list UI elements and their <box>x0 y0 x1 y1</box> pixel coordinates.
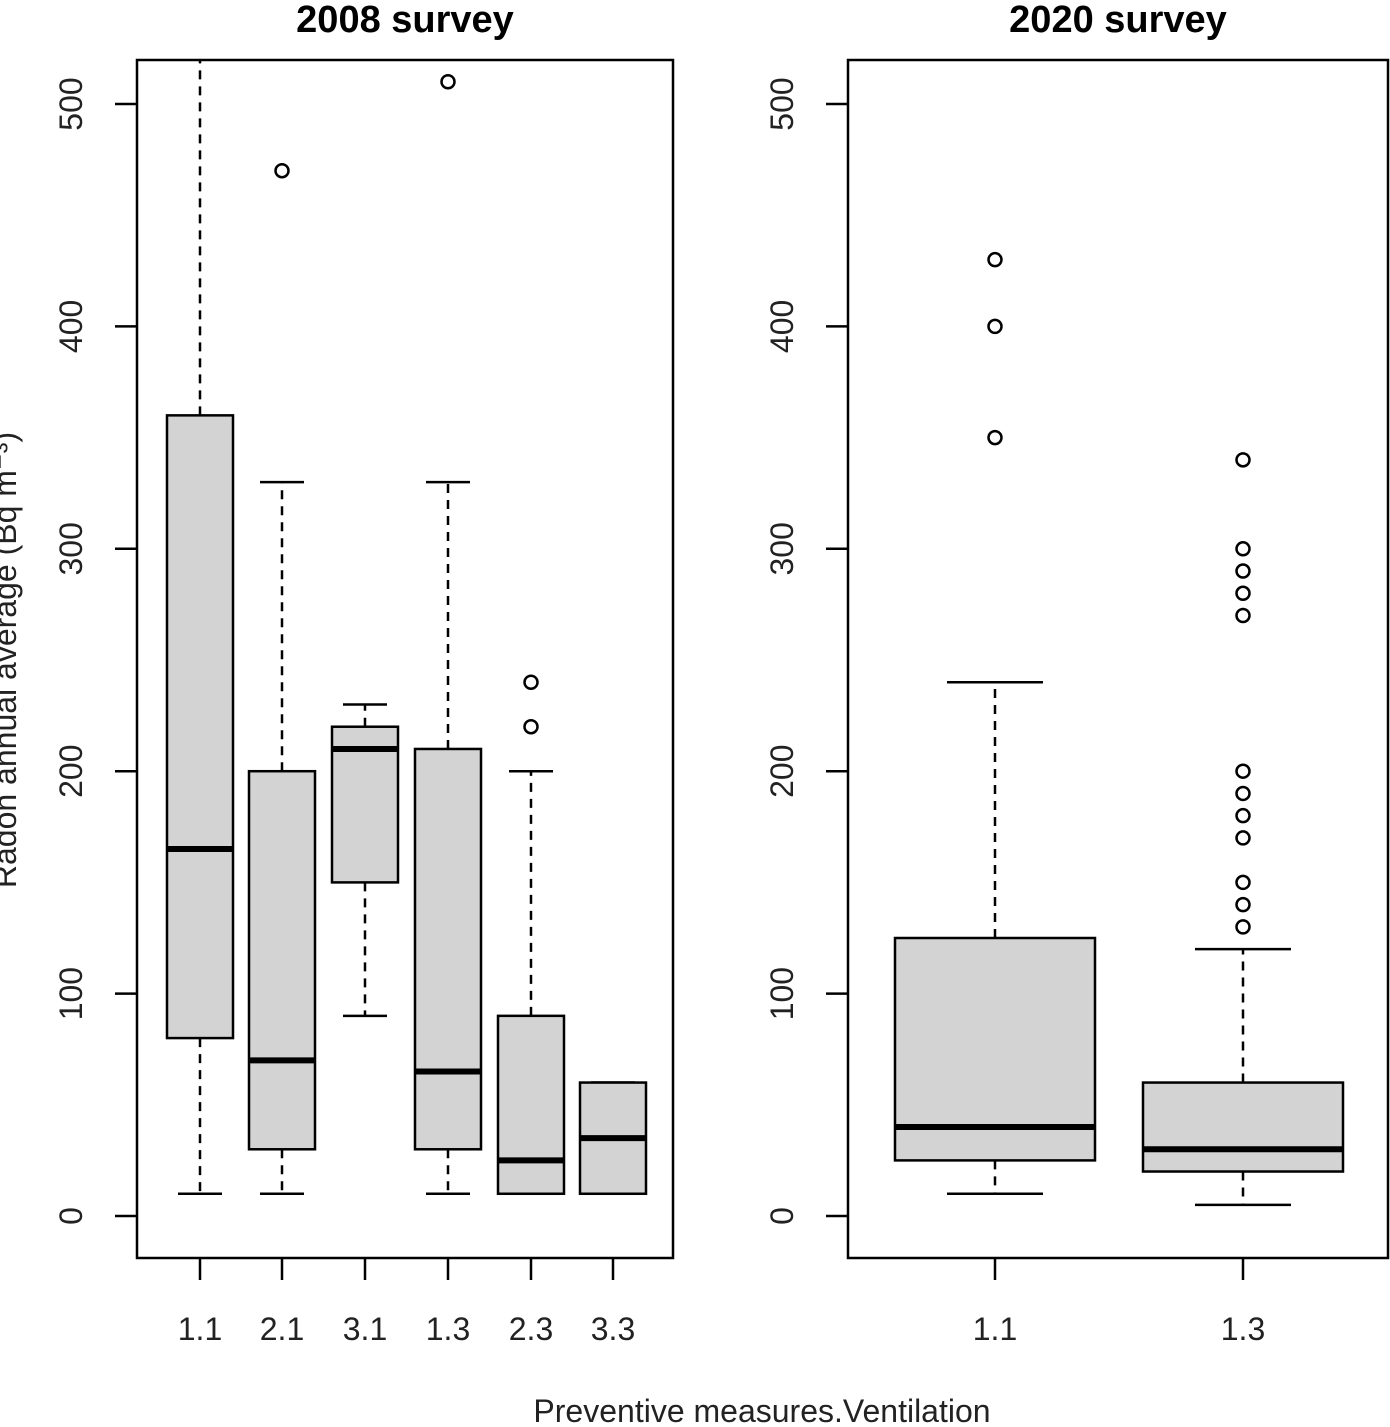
outlier-point <box>1235 563 1251 579</box>
x-tick-label: 1.1 <box>178 1311 222 1347</box>
box-group-1.3 <box>413 74 483 1196</box>
outlier-point <box>987 251 1003 268</box>
box-group-3.3 <box>578 1081 648 1196</box>
x-tick-label: 3.3 <box>591 1311 635 1347</box>
x-tick-label: 1.1 <box>973 1311 1017 1347</box>
x-axis-label: Preventive measures.Ventilation <box>533 1393 990 1427</box>
x-tick-label: 1.3 <box>426 1311 470 1347</box>
outlier-point <box>1235 452 1251 468</box>
box-group-2.1 <box>247 162 317 1196</box>
y-tick-label: 500 <box>764 77 800 130</box>
panel-title: 2008 survey <box>296 0 514 41</box>
box <box>413 747 483 1151</box>
outlier-point <box>1235 807 1251 824</box>
outlier-point <box>1235 830 1251 846</box>
y-tick-label: 200 <box>53 745 89 798</box>
box <box>893 936 1097 1162</box>
box <box>1141 1081 1345 1173</box>
outlier-point <box>1235 785 1251 802</box>
y-tick-label: 100 <box>764 967 800 1020</box>
x-tick-label: 2.1 <box>260 1311 304 1347</box>
plot-frame <box>135 58 675 1260</box>
outlier-point <box>1235 919 1251 935</box>
box-group-1.1 <box>893 251 1097 1196</box>
box-group-1.1 <box>165 60 235 1196</box>
outlier-point <box>1235 763 1251 779</box>
y-tick-label: 0 <box>764 1207 800 1225</box>
y-tick-label: 500 <box>53 77 89 130</box>
box <box>165 414 235 1040</box>
x-tick-label: 1.3 <box>1221 1311 1265 1347</box>
box <box>247 769 317 1151</box>
y-tick-label: 400 <box>53 300 89 353</box>
box-group-3.1 <box>330 703 400 1018</box>
box-group-1.3 <box>1141 452 1345 1207</box>
panel-2008: 2008 survey 1.1 2.1 3.1 1.3 2.3 3.3 0 100 200 300 4… <box>53 0 675 1347</box>
panel-title: 2020 survey <box>1009 0 1227 41</box>
outlier-point <box>1235 874 1251 891</box>
outlier-point <box>523 674 539 690</box>
y-tick-label: 300 <box>53 522 89 575</box>
outlier-point <box>1235 585 1251 602</box>
y-tick-label: 0 <box>53 1207 89 1225</box>
x-tick-label: 3.1 <box>343 1311 387 1347</box>
box-group-2.3 <box>496 674 566 1196</box>
y-tick-label: 400 <box>764 300 800 353</box>
box <box>330 725 400 884</box>
y-tick-label: 200 <box>764 745 800 798</box>
x-tick-label: 2.3 <box>509 1311 553 1347</box>
outlier-point <box>987 318 1003 335</box>
outlier-point <box>440 74 456 90</box>
y-tick-label: 300 <box>764 522 800 575</box>
outlier-point <box>523 718 539 735</box>
outlier-point <box>274 162 290 179</box>
y-tick-label: 100 <box>53 967 89 1020</box>
outlier-point <box>1235 896 1251 913</box>
outlier-point <box>987 429 1003 446</box>
panel-2020: 2020 survey 1.1 1.3 0 100 200 300 400 500 <box>764 0 1390 1347</box>
outlier-point <box>1235 541 1251 557</box>
y-axis-label: Radon annual average (Bq m⁻³) <box>0 432 23 888</box>
plot-frame <box>846 58 1390 1260</box>
box <box>496 1014 566 1196</box>
outlier-point <box>1235 607 1251 624</box>
